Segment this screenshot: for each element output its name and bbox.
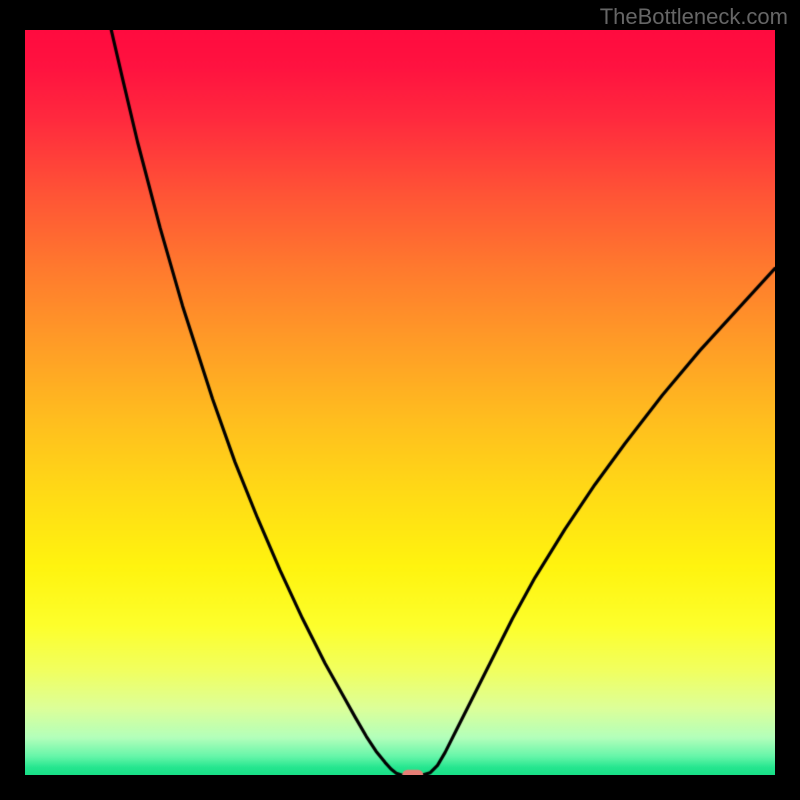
watermark-text: TheBottleneck.com (600, 4, 788, 30)
bottleneck-curve-chart (25, 30, 775, 775)
